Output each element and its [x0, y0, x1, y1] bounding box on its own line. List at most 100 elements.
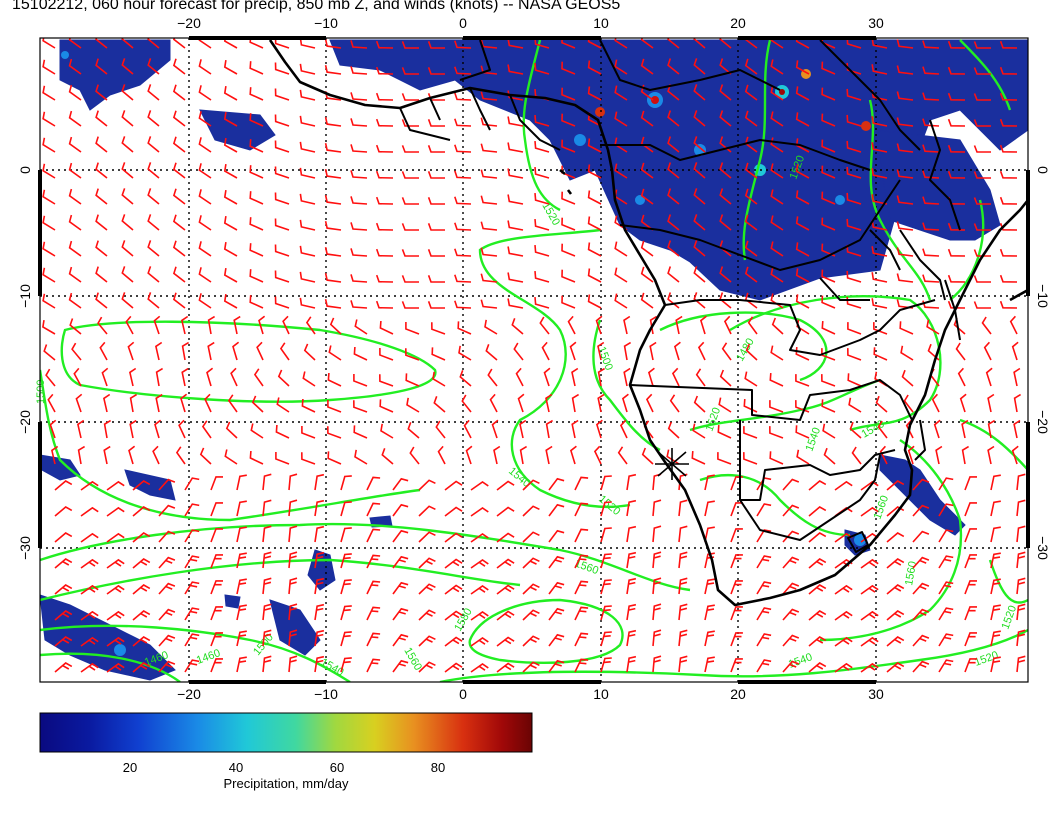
wind-barb [121, 162, 134, 179]
contour-line [959, 418, 1028, 471]
wind-barb [597, 393, 605, 413]
wind-barb [147, 240, 160, 257]
lat-tick-label: −10 [17, 284, 33, 308]
wind-barb [121, 188, 134, 205]
wind-barb [158, 504, 176, 517]
wind-barb [132, 480, 151, 491]
wind-barb [80, 558, 99, 569]
wind-barb [480, 247, 498, 257]
wind-barb [54, 584, 73, 595]
contour-line [40, 522, 691, 592]
wind-barb [470, 637, 489, 647]
wind-barb [68, 188, 82, 205]
wind-barb [770, 241, 784, 257]
wind-barb [121, 110, 134, 127]
precip-cell [694, 144, 706, 156]
frame-band [738, 36, 876, 40]
wind-barb [886, 480, 905, 491]
wind-barb [756, 633, 772, 647]
wind-barb [392, 529, 409, 543]
wind-barb [947, 222, 966, 231]
wind-barb [587, 294, 602, 309]
lon-labels-top: −20 −10 0 10 20 30 [177, 15, 884, 31]
wind-barb [274, 244, 290, 257]
wind-barb [227, 394, 238, 413]
wind-barb [900, 345, 914, 361]
wind-barb [233, 315, 241, 335]
wind-barb [860, 610, 879, 621]
wind-barb [719, 38, 732, 49]
wind-barb [744, 110, 758, 127]
wind-barb [795, 294, 810, 309]
wind-barb [640, 266, 654, 283]
wind-barb [147, 38, 160, 49]
wind-barb [288, 603, 298, 621]
wind-barb [808, 636, 827, 647]
wind-barb [340, 501, 352, 517]
wind-barb [507, 38, 524, 49]
wind-barb [693, 162, 706, 179]
wind-barb [299, 167, 316, 179]
wind-barb [454, 222, 472, 231]
wind-barb [871, 142, 888, 153]
wind-barb [756, 659, 772, 673]
wind-barb [571, 367, 579, 387]
wind-barb [718, 397, 732, 413]
wind-barb [938, 503, 954, 517]
wind-barb [671, 367, 680, 387]
wind-barb [641, 447, 654, 465]
wind-barb [973, 119, 991, 127]
wind-barb [721, 342, 732, 361]
contour-line [949, 199, 985, 301]
wind-barb [743, 452, 758, 465]
wind-barb [350, 248, 368, 257]
wind-barb [340, 579, 352, 595]
wind-barb [42, 163, 56, 179]
wind-barb [901, 369, 914, 387]
wind-barb [236, 500, 247, 517]
wind-barb [511, 318, 524, 335]
wind-barb [587, 242, 602, 257]
wind-barb [409, 446, 420, 465]
wind-barb [68, 240, 82, 257]
border-line [600, 139, 871, 171]
wind-barb [102, 393, 111, 413]
wind-barb [756, 555, 772, 569]
wind-barb [756, 581, 772, 595]
wind-barb [262, 473, 272, 491]
wind-barb [328, 345, 342, 361]
lat-tick-label: −10 [1035, 284, 1051, 308]
wind-barb [480, 299, 498, 309]
wind-barb [324, 117, 342, 127]
wind-barb [299, 193, 316, 205]
wind-barb [127, 341, 135, 361]
wind-barb [1016, 655, 1026, 673]
frame-band [38, 422, 42, 548]
wind-barb [669, 394, 680, 413]
wind-barb [964, 606, 977, 621]
wind-barb [95, 188, 108, 205]
wind-barb [401, 67, 419, 75]
wind-barb [153, 315, 161, 335]
wind-barb [496, 662, 515, 673]
wind-barb [522, 583, 540, 595]
wind-barb [50, 445, 59, 465]
wind-barb [796, 319, 810, 335]
wind-barb [198, 163, 212, 179]
wind-barb [401, 41, 419, 49]
wind-barb [922, 118, 940, 127]
wind-barb [340, 527, 352, 543]
wind-barb [132, 558, 151, 569]
wind-barb [350, 66, 368, 75]
wind-barb [561, 295, 576, 309]
wind-barb [277, 369, 290, 387]
wind-barb [236, 604, 247, 621]
wind-barb [879, 445, 888, 465]
frame-band [463, 680, 601, 684]
wind-barb [896, 91, 914, 101]
wind-barb [106, 636, 125, 647]
wind-barb [922, 40, 940, 49]
precip-cell [574, 134, 586, 146]
precip-intense-cells [61, 51, 871, 656]
wind-barb [678, 577, 688, 595]
